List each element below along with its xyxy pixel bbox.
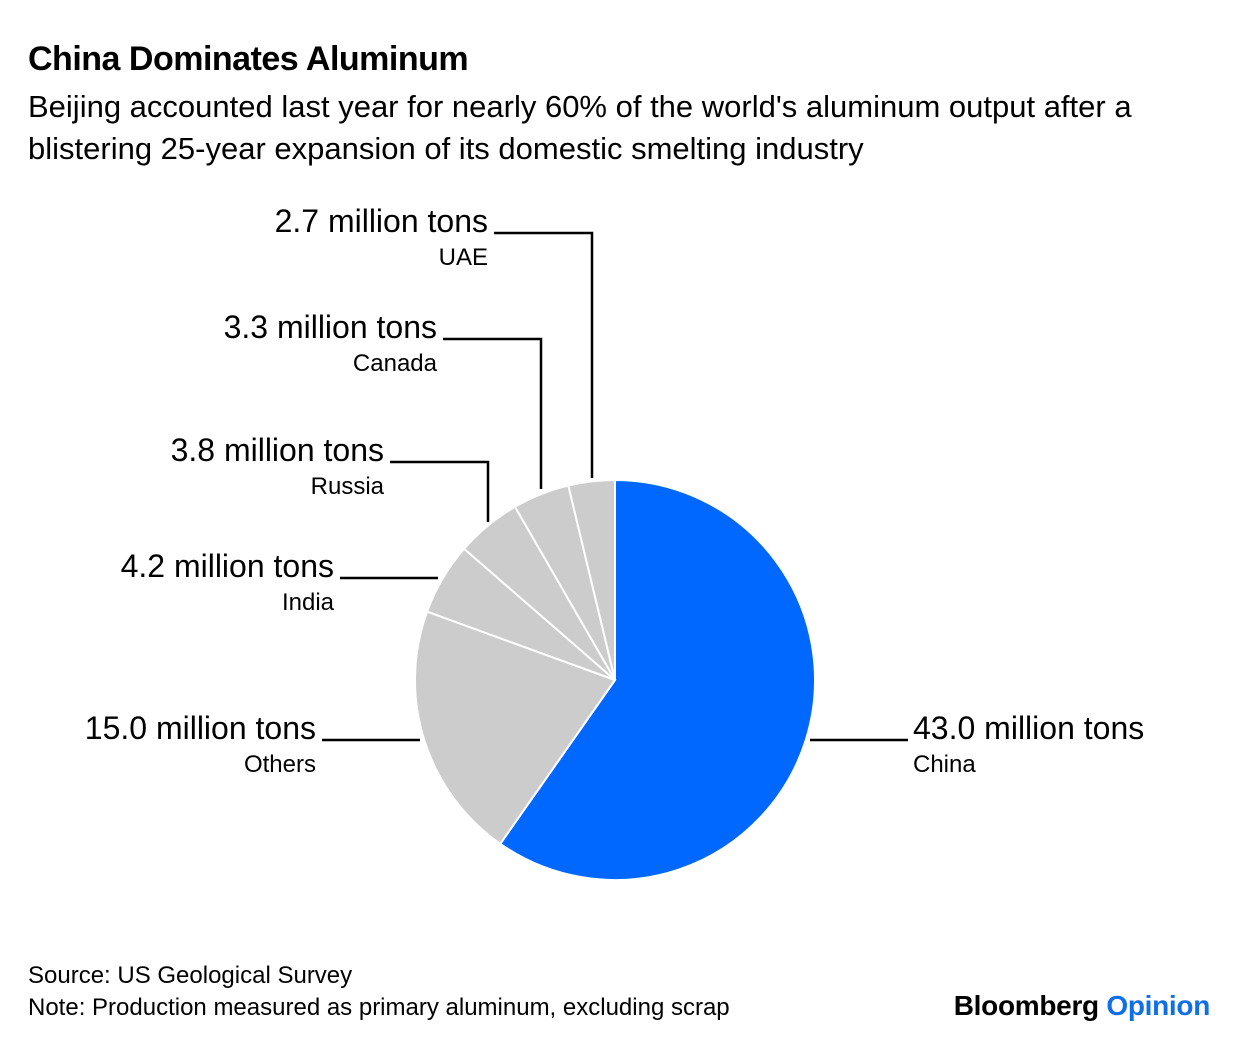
leader-line-canada [443,337,543,489]
pie-slice-others [414,610,617,846]
pie-slice-china [498,478,816,881]
value-label-canada: 3.3 million tons [224,309,437,345]
value-label-india: 4.2 million tons [121,548,334,584]
category-label-russia: Russia [311,473,385,500]
leader-line-uae [494,231,594,478]
brand-accent: Opinion [1106,990,1210,1021]
leader-line-russia [390,460,490,522]
value-label-uae: 2.7 million tons [275,203,488,239]
slice-labels: 43.0 million tons China 15.0 million tons O… [85,203,1144,778]
category-label-canada: Canada [353,350,438,377]
brand-logo: Bloomberg Opinion [953,990,1211,1022]
category-label-china: China [913,751,976,778]
chart-title: China Dominates Aluminum [28,40,469,78]
pie-slice-uae [567,478,616,681]
brand-main: Bloomberg [953,990,1099,1021]
source-note: Source: US Geological Survey [28,962,353,989]
category-label-uae: UAE [439,244,488,271]
chart-subtitle: Beijing accounted last year for nearly 6… [28,89,1132,166]
category-label-india: India [282,589,335,616]
methodology-note: Note: Production measured as primary alu… [28,994,730,1021]
value-label-china: 43.0 million tons [913,710,1144,746]
leader-lines [322,231,908,742]
pie-slices [414,478,816,881]
value-label-others: 15.0 million tons [85,710,316,746]
value-label-russia: 3.8 million tons [171,432,384,468]
category-label-others: Others [244,751,316,778]
